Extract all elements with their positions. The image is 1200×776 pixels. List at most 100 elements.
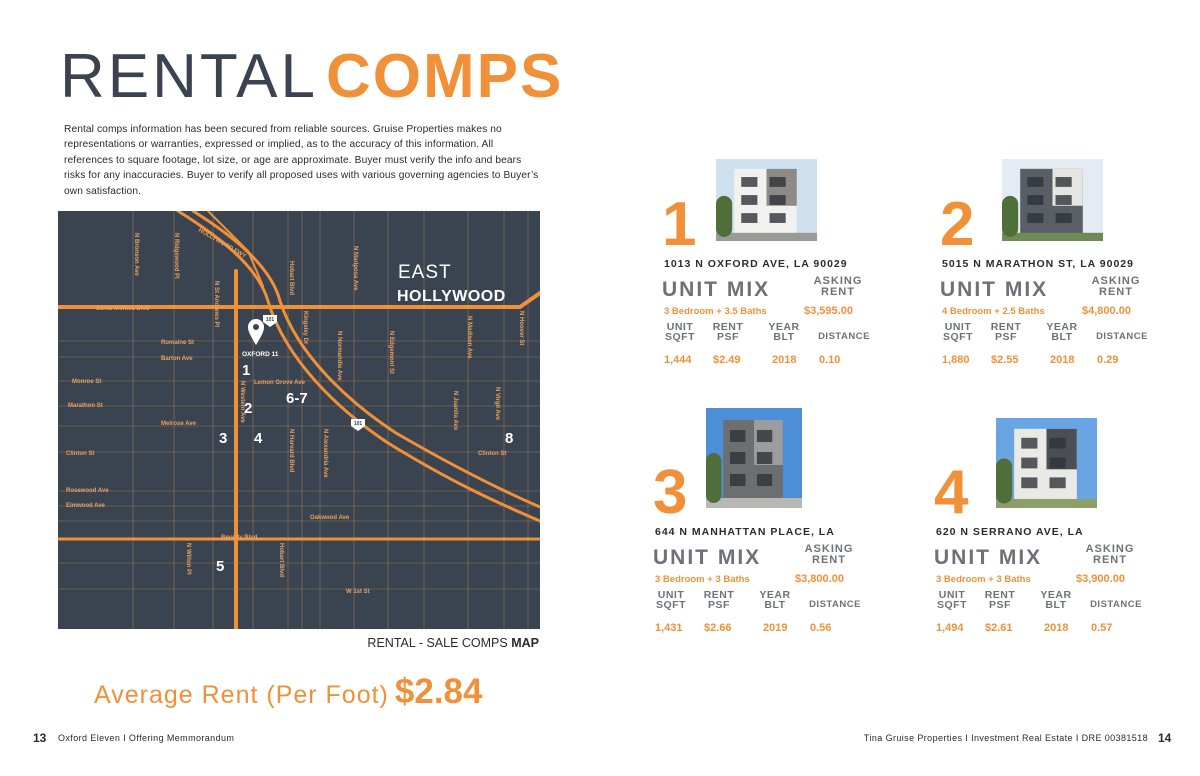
unit-mix: 3 Bedroom + 3 Baths: [655, 574, 750, 585]
stat-value: 1,444: [664, 354, 692, 366]
window: [1049, 457, 1066, 469]
window: [730, 452, 746, 464]
map-caption: RENTAL - SALE COMPS MAP: [367, 636, 539, 650]
stat-value: $2.55: [991, 354, 1019, 366]
street-label: N Wilton Pl: [185, 543, 191, 575]
area-label: EAST: [398, 262, 452, 283]
asking-rent-label: ASKING RENT: [813, 275, 863, 298]
major-road: [207, 211, 264, 287]
window: [741, 213, 758, 223]
unit-mix: 3 Bedroom + 3.5 Baths: [664, 306, 767, 317]
map-marker: 3: [219, 430, 227, 447]
freeway-shield: [263, 315, 277, 327]
comp-card: 3 644 N MANHATTAN PLACE, LA UNIT MIX ASKING…: [653, 408, 893, 648]
comp-address: 644 N MANHATTAN PLACE, LA: [655, 526, 835, 538]
stat-value: 1,431: [655, 622, 683, 634]
footer-text: Oxford Eleven I Offering Memmorandum: [58, 733, 235, 743]
unit-mix-label: UNIT MIX: [934, 546, 1043, 569]
stat-value: 0.29: [1097, 354, 1119, 366]
street-label: Kingsley Dr: [302, 311, 308, 345]
stat-value: 0.57: [1091, 622, 1113, 634]
stat-value: 2018: [1044, 622, 1069, 634]
title: RENTAL COMPS: [60, 42, 563, 112]
street-label: Barton Ave: [161, 356, 193, 362]
comp-number: 2: [940, 190, 975, 259]
unit-mix: 4 Bedroom + 2.5 Baths: [942, 306, 1045, 317]
stat-label: RENT PSF: [703, 589, 735, 611]
street-label: Melrose Ave: [161, 421, 197, 427]
window: [730, 474, 746, 486]
window: [1049, 437, 1066, 449]
street-label: Hobart Blvd: [288, 261, 294, 295]
street-label: N Madison Ave: [466, 316, 472, 359]
unit-mix-label: UNIT MIX: [940, 278, 1049, 301]
window: [1049, 477, 1066, 489]
window: [756, 430, 773, 442]
location-pin: [248, 319, 264, 345]
street-label: W 1st St: [346, 589, 370, 595]
property-photo: [706, 408, 802, 508]
stat-value: 2018: [772, 354, 797, 366]
street-label: Oakwood Ave: [310, 515, 350, 521]
comp-address: 1013 N OXFORD AVE, LA 90029: [664, 258, 848, 270]
window: [1055, 195, 1072, 205]
title-bold: COMPS: [326, 42, 564, 111]
map-marker: 5: [216, 558, 224, 575]
comp-card: 1 1013 N OXFORD AVE, LA 90029 UNIT MIX ASKI…: [662, 159, 902, 380]
asking-rent: $3,800.00: [795, 573, 844, 585]
pin-dot: [253, 324, 259, 330]
unit-mix: 3 Bedroom + 3 Baths: [936, 574, 1031, 585]
street-label: N Bronson Ave: [133, 233, 139, 277]
stat-value: 2018: [1050, 354, 1075, 366]
property-photo: [996, 418, 1097, 508]
major-road: [191, 211, 540, 509]
freeway-shield: [351, 419, 365, 431]
tree: [706, 453, 722, 503]
street-label: Elmwood Ave: [66, 503, 106, 509]
area-label: HOLLYWOOD: [397, 288, 506, 305]
stat-value: 1,494: [936, 622, 964, 634]
street-label: N Normandie Ave: [336, 331, 342, 381]
unit-mix-label: UNIT MIX: [653, 546, 762, 569]
stat-value: $2.49: [713, 354, 741, 366]
street-label: Rosewood Ave: [66, 488, 109, 494]
major-road: [58, 291, 540, 309]
stat-label: YEAR BLT: [768, 321, 800, 343]
map-marker: 8: [505, 430, 513, 447]
map-marker: 1: [242, 362, 250, 379]
window: [1027, 213, 1044, 223]
ground: [996, 499, 1097, 508]
page-number: 14: [1158, 731, 1172, 745]
stat-value: 0.56: [810, 622, 832, 634]
window: [1021, 477, 1038, 489]
comp-number: 1: [662, 190, 697, 259]
street-label: N Virgil Ave: [494, 387, 500, 421]
window: [1027, 177, 1044, 187]
tree: [716, 195, 733, 237]
comp-number: 3: [653, 458, 688, 527]
stat-label: YEAR BLT: [759, 589, 791, 611]
disclaimer: Rental comps information has been secure…: [64, 124, 539, 197]
tree: [1002, 195, 1019, 237]
unit-mix-label: UNIT MIX: [662, 278, 771, 301]
stat-label: UNIT SQFT: [665, 321, 695, 343]
street-label: N Alexandria Ave: [322, 429, 328, 478]
stat-label: DISTANCE: [1090, 599, 1142, 610]
stat-label: UNIT SQFT: [943, 321, 973, 343]
map-marker: 2: [244, 400, 252, 417]
map-marker: 6-7: [286, 390, 308, 407]
stat-label: RENT PSF: [990, 321, 1022, 343]
average-rent: Average Rent (Per Foot) $2.84: [94, 672, 482, 712]
window: [769, 195, 786, 205]
window: [769, 213, 786, 223]
tree: [996, 458, 1013, 504]
pin-label: OXFORD 11: [242, 351, 279, 358]
window: [741, 177, 758, 187]
comp-number: 4: [934, 458, 969, 527]
major-road: [176, 211, 540, 523]
asking-rent-label: ASKING RENT: [1091, 275, 1141, 298]
street-label: N St Andrews Pl: [213, 281, 219, 327]
asking-rent: $3,900.00: [1076, 573, 1125, 585]
property-photo: [1002, 159, 1103, 241]
